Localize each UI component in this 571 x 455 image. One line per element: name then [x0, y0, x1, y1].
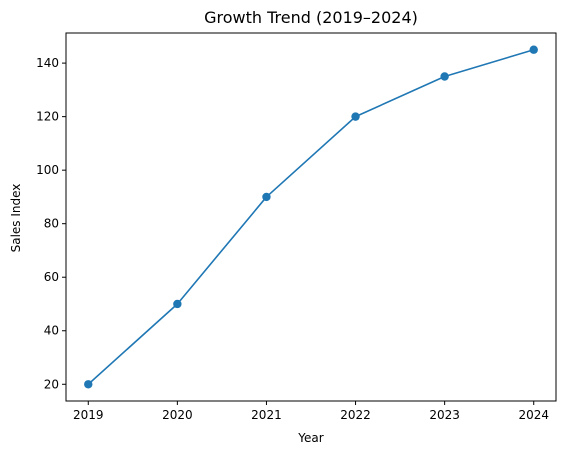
y-tick-label: 60	[44, 270, 59, 284]
x-tick-label: 2020	[162, 408, 193, 422]
data-point	[173, 299, 182, 309]
y-tick-label: 120	[36, 110, 59, 124]
x-tick-label: 2019	[73, 408, 104, 422]
y-axis-label: Sales Index	[9, 184, 23, 253]
data-point	[351, 112, 360, 121]
series-layer	[84, 45, 538, 389]
y-tick-label: 20	[44, 377, 59, 391]
y-tick-label: 40	[44, 324, 59, 338]
plot-frame	[65, 32, 557, 402]
x-tick-label: 2024	[518, 408, 549, 422]
x-tick-label: 2023	[429, 408, 460, 422]
x-axis-label: Year	[297, 431, 323, 445]
data-point	[84, 380, 93, 389]
x-tick-label: 2021	[251, 408, 282, 422]
y-tick-label: 140	[36, 56, 59, 70]
chart-title: Growth Trend (2019–2024)	[204, 8, 418, 27]
series-line	[87, 48, 534, 385]
data-point	[262, 192, 271, 202]
y-tick-label: 80	[44, 217, 59, 231]
data-point	[529, 45, 538, 54]
x-tick-label: 2022	[340, 408, 371, 422]
y-tick-label: 100	[36, 163, 59, 177]
axis-ticks: 2019 2020 2021 2022 2023 2024 20 40 60 80 100 120 14…	[36, 56, 549, 422]
data-point	[440, 72, 449, 81]
